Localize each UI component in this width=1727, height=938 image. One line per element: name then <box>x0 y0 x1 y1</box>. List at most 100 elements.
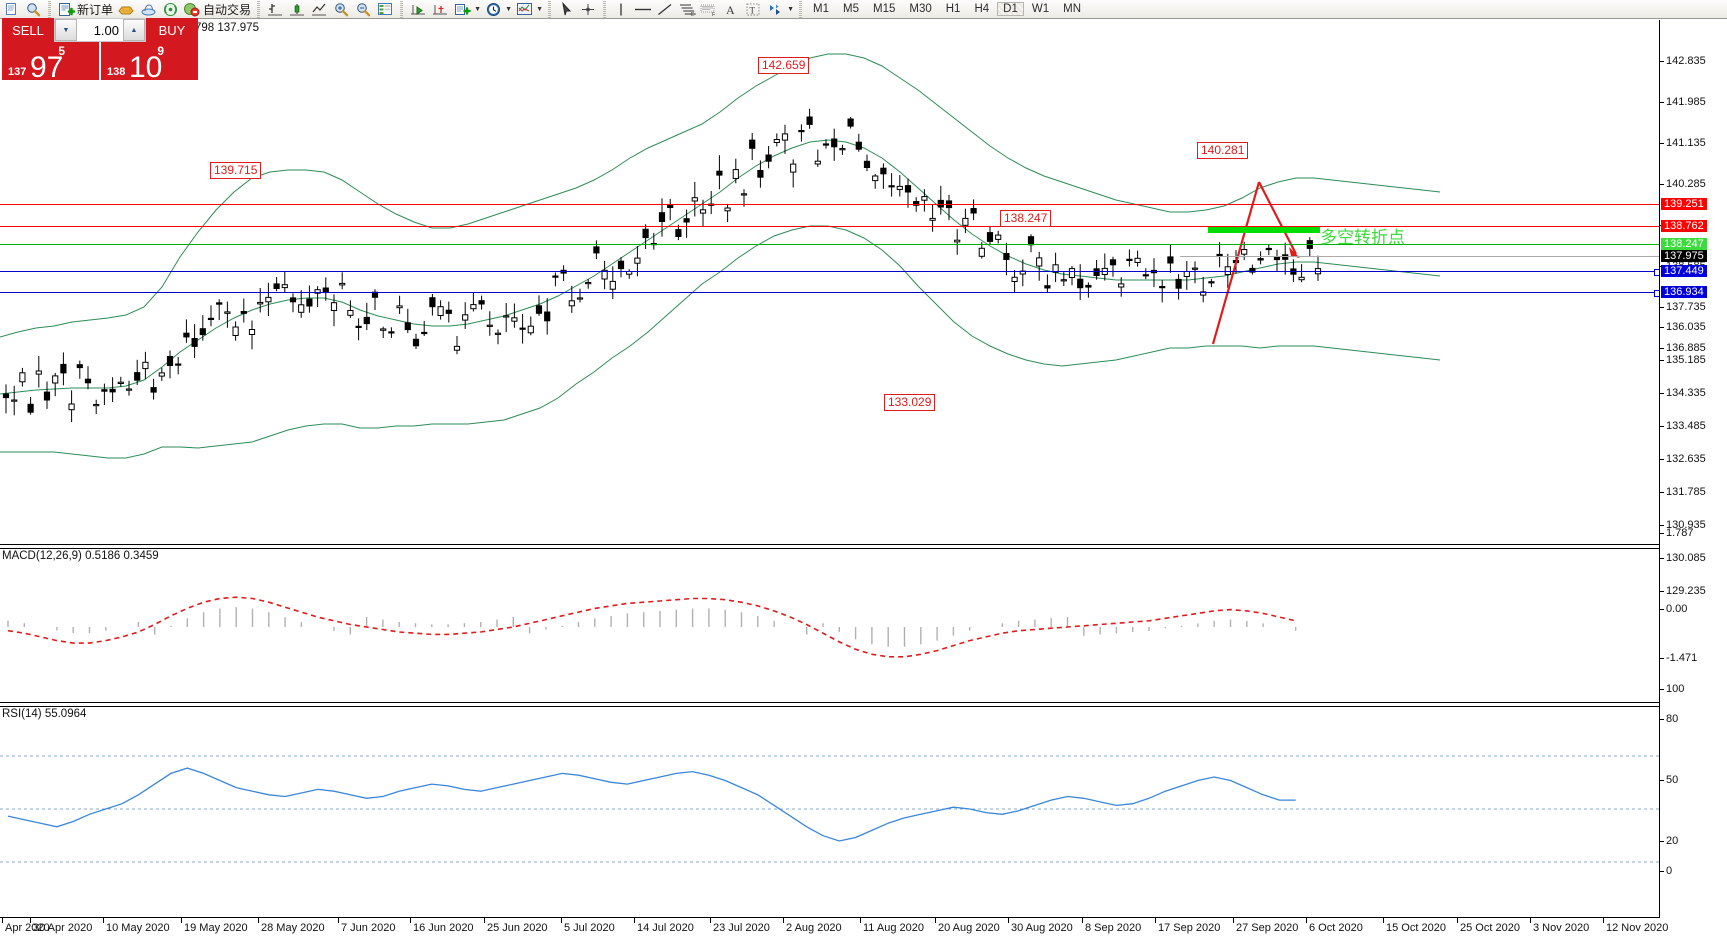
main-toolbar[interactable]: 新订单 自动交易 ▼ ▼ ▼ <box>0 0 1727 19</box>
macd-signal-line <box>7 596 1296 658</box>
rsi-pane-separator <box>0 702 1659 703</box>
sell-price-display[interactable]: 137 97 5 <box>2 42 99 84</box>
price-tick: 140.285 <box>1660 179 1706 190</box>
bar-chart-icon[interactable] <box>264 0 286 18</box>
volume-decrement-button[interactable]: ▼ <box>55 19 77 41</box>
indicators-icon[interactable] <box>451 0 473 18</box>
timeframe-m30[interactable]: M30 <box>909 3 932 15</box>
crosshair-icon[interactable] <box>577 0 599 18</box>
volume-input[interactable]: 1.00 <box>77 19 123 41</box>
volume-increment-button[interactable]: ▲ <box>123 19 145 41</box>
note-reversal[interactable]: 多空转折点 <box>1320 228 1405 248</box>
sell-pips: 97 <box>30 51 64 84</box>
text-icon[interactable]: A <box>720 0 742 18</box>
toolbar-separator <box>548 0 552 18</box>
trade-controls-row[interactable]: SELL ▼ 1.00 ▲ BUY <box>2 18 198 42</box>
price-badge-139-251[interactable]: 139.251 <box>1661 198 1707 210</box>
line-137-449[interactable] <box>0 271 1659 272</box>
rsi-pane-separator-2 <box>0 706 1659 707</box>
timeframe-m5[interactable]: M5 <box>843 3 859 15</box>
chevron-down-icon[interactable]: ▼ <box>505 5 512 13</box>
timeframe-w1[interactable]: W1 <box>1031 3 1050 15</box>
timeframe-h4[interactable]: H4 <box>974 3 990 15</box>
svg-text:T: T <box>750 5 756 15</box>
label-140-281[interactable]: 140.281 <box>1197 142 1249 159</box>
line-136-934[interactable] <box>0 292 1659 293</box>
auto-scroll-icon[interactable] <box>407 0 429 18</box>
zoom-out-icon[interactable] <box>352 0 374 18</box>
buy-price-display[interactable]: 138 10 9 <box>101 42 198 83</box>
price-badge-138-247[interactable]: 138.247 <box>1661 238 1707 250</box>
magnifier-search-icon[interactable] <box>22 0 44 18</box>
rsi-indicator-label[interactable]: RSI(14) 55.0964 <box>2 708 87 720</box>
fibonacci-icon[interactable]: E <box>676 0 698 18</box>
document-icon[interactable] <box>0 0 22 18</box>
sell-button[interactable]: SELL <box>2 18 54 42</box>
date-tick-mark <box>181 918 182 923</box>
period-icon[interactable] <box>482 0 504 18</box>
macd-pane-separator <box>0 544 1659 545</box>
candle-chart-icon[interactable] <box>286 0 308 18</box>
templates-icon[interactable] <box>513 0 535 18</box>
date-tick-label: 3 Nov 2020 <box>1533 922 1590 934</box>
auto-trading-label[interactable]: 自动交易 <box>203 2 252 17</box>
price-badge-137-975[interactable]: 137.975 <box>1661 250 1707 262</box>
timeframe-m1[interactable]: M1 <box>813 3 830 15</box>
line-138-762[interactable] <box>0 226 1659 227</box>
indicator-scale-tick: 0 <box>1660 866 1672 877</box>
chevron-down-icon[interactable]: ▼ <box>536 5 543 13</box>
buy-big-figure: 138 <box>107 66 126 78</box>
bollinger-middle <box>0 139 1441 395</box>
label-139-715[interactable]: 139.715 <box>210 162 262 179</box>
line-chart-icon[interactable] <box>308 0 330 18</box>
date-tick-mark <box>30 918 31 923</box>
signals-icon[interactable] <box>159 0 181 18</box>
date-tick-label: 28 May 2020 <box>261 922 325 934</box>
new-order-label[interactable]: 新订单 <box>77 2 114 17</box>
label-133-029[interactable]: 133.029 <box>884 394 936 411</box>
macd-indicator-label[interactable]: MACD(12,26,9) 0.5186 0.3459 <box>2 550 159 562</box>
buy-button[interactable]: BUY <box>146 18 198 42</box>
svg-text:E: E <box>691 12 695 17</box>
expert-advisor-icon[interactable] <box>181 0 203 18</box>
vertical-line-icon[interactable] <box>610 0 632 18</box>
price-scale[interactable]: 142.835141.985141.135140.285139.435138.5… <box>1659 20 1727 918</box>
data-center-icon[interactable] <box>137 0 159 18</box>
macd-pane[interactable] <box>0 563 1659 701</box>
text-label-icon[interactable]: F <box>698 0 720 18</box>
cursor-icon[interactable] <box>555 0 577 18</box>
line-138-247[interactable] <box>0 244 1659 245</box>
gold-bar-icon[interactable] <box>115 0 137 18</box>
label-138-247[interactable]: 138.247 <box>1000 210 1052 227</box>
chevron-down-icon[interactable]: ▼ <box>787 5 794 13</box>
price-badge-137-449[interactable]: 137.449 <box>1661 265 1707 277</box>
horizontal-line-icon[interactable] <box>632 0 654 18</box>
date-tick-mark <box>2 918 3 923</box>
new-order-icon[interactable] <box>55 0 77 18</box>
date-axis[interactable]: Apr 2020 30 Apr 2020 10 May 2020 19 May 202… <box>0 917 1668 938</box>
chart-window[interactable]: GBPJPY-,Daily 138.185 138.341 137.798 13… <box>0 19 1727 938</box>
volume-stepper[interactable]: ▼ 1.00 ▲ <box>54 18 146 42</box>
one-click-trading-panel[interactable]: SELL ▼ 1.00 ▲ BUY 137 97 5 138 10 9 <box>2 18 198 84</box>
timeframe-m15[interactable]: M15 <box>873 3 896 15</box>
textbox-icon[interactable]: T <box>742 0 764 18</box>
main-price-pane[interactable] <box>0 32 1659 532</box>
label-142-659[interactable]: 142.659 <box>758 57 810 74</box>
timeframe-h1[interactable]: H1 <box>945 3 961 15</box>
timeframe-group[interactable]: M1 M5 M15 M30 H1 H4 D1 W1 MN <box>806 2 1088 16</box>
toolbar-separator <box>48 0 51 18</box>
line-139-251[interactable] <box>0 204 1659 205</box>
data-window-icon[interactable] <box>374 0 396 18</box>
zoom-in-icon[interactable] <box>330 0 352 18</box>
rsi-pane[interactable] <box>0 720 1659 898</box>
timeframe-d1[interactable]: D1 <box>997 2 1024 16</box>
timeframe-mn[interactable]: MN <box>1063 3 1081 15</box>
red-trend-down-arrow <box>1258 181 1297 255</box>
shapes-icon[interactable] <box>764 0 786 18</box>
price-badge-138-762[interactable]: 138.762 <box>1661 220 1707 232</box>
price-badge-136-934[interactable]: 136.934 <box>1661 286 1707 298</box>
indicator-scale-tick: 50 <box>1660 775 1678 786</box>
chevron-down-icon[interactable]: ▼ <box>474 5 481 13</box>
chart-shift-icon[interactable] <box>429 0 451 18</box>
trendline-icon[interactable] <box>654 0 676 18</box>
